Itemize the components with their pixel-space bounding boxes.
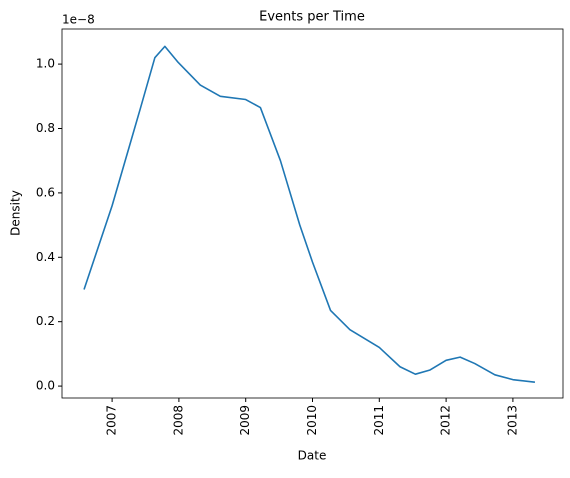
y-tick-label: 0.8 [36, 121, 55, 135]
x-tick-label: 2007 [105, 405, 119, 436]
y-tick-label: 0.2 [36, 314, 55, 328]
x-tick-label: 2009 [238, 405, 252, 436]
chart-title: Events per Time [259, 10, 365, 25]
x-axis-label: Date [298, 449, 327, 463]
y-tick-label: 0.4 [36, 250, 55, 264]
x-tick-label: 2013 [505, 405, 519, 436]
y-tick-label: 0.6 [36, 185, 55, 199]
y-tick-label: 0.0 [36, 379, 55, 393]
x-tick-label: 2011 [372, 405, 386, 436]
x-tick-label: 2008 [171, 405, 185, 436]
y-tick-label: 1.0 [36, 57, 55, 71]
x-tick-label: 2010 [305, 405, 319, 436]
y-axis-label: Density [9, 190, 23, 236]
x-tick-label: 2012 [439, 405, 453, 436]
y-offset-label: 1e−8 [62, 13, 95, 27]
plot-frame [61, 28, 564, 399]
line [83, 45, 536, 384]
